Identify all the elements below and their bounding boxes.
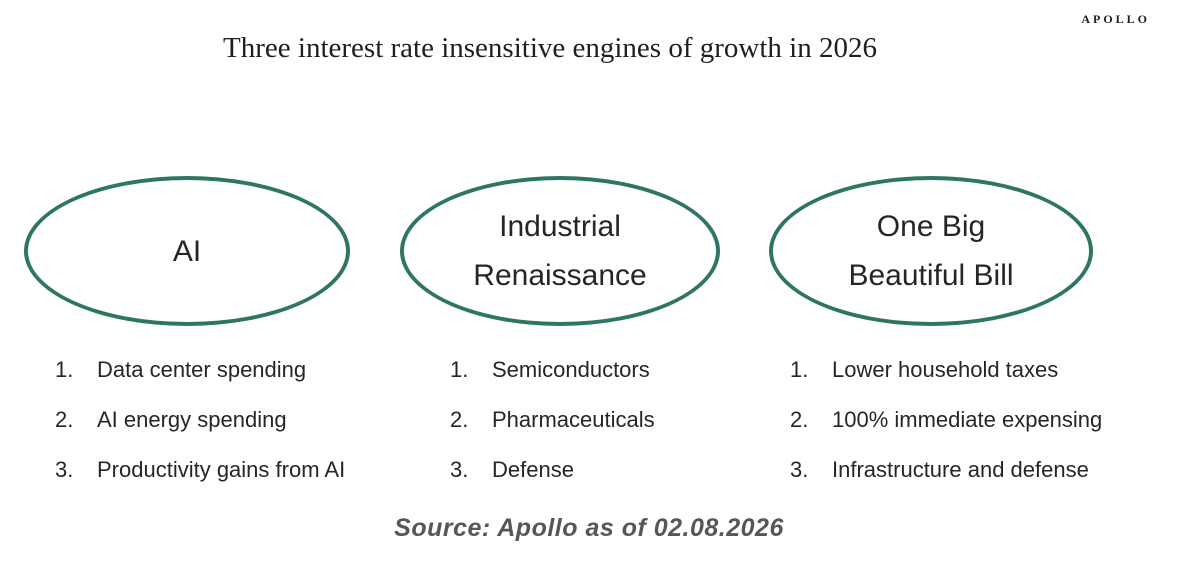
source-note: Source: Apollo as of 02.08.2026	[394, 514, 784, 542]
list-item-text: Pharmaceuticals	[492, 407, 655, 432]
ellipse-industrial-renaissance: Industrial Renaissance	[400, 176, 720, 326]
ellipse-industrial-renaissance-label-line: Industrial	[499, 210, 621, 243]
ellipse-ai-label-line: AI	[172, 234, 202, 268]
list-item: 1. Lower household taxes	[790, 345, 1170, 395]
list-item: 2. Pharmaceuticals	[450, 395, 750, 445]
list-item-number: 3.	[450, 457, 469, 482]
list-ai: 1. Data center spending 2. AI energy spe…	[55, 345, 405, 495]
list-item: 1. Data center spending	[55, 345, 405, 395]
list-item-number: 1.	[450, 357, 469, 382]
list-item-number: 1.	[790, 357, 809, 382]
list-item-number: 2.	[450, 407, 469, 432]
list-item-number: 2.	[55, 407, 74, 432]
list-item-number: 1.	[55, 357, 74, 382]
ellipse-industrial-renaissance-label-line: Renaissance	[473, 259, 647, 292]
ellipse-one-big-beautiful-bill: One Big Beautiful Bill	[769, 176, 1093, 326]
list-item: 1. Semiconductors	[450, 345, 750, 395]
ellipse-ai-label: AI	[173, 227, 201, 276]
list-item-text: Infrastructure and defense	[832, 457, 1089, 482]
list-item-number: 2.	[790, 407, 809, 432]
list-item-text: Productivity gains from AI	[97, 457, 346, 482]
apollo-logo: APOLLO	[1081, 12, 1150, 26]
list-item: 2. 100% immediate expensing	[790, 395, 1170, 445]
list-one-big-beautiful-bill: 1. Lower household taxes 2. 100% immedia…	[790, 345, 1170, 495]
list-item-text: Lower household taxes	[832, 357, 1059, 382]
ellipse-industrial-renaissance-label: Industrial Renaissance	[473, 202, 646, 300]
list-item-text: Data center spending	[97, 357, 307, 382]
list-item-number: 3.	[790, 457, 809, 482]
ellipse-one-big-beautiful-bill-label-line: Beautiful Bill	[848, 259, 1014, 292]
list-item-text: Defense	[492, 457, 574, 482]
list-item: 3. Productivity gains from AI	[55, 445, 405, 495]
list-item-text: 100% immediate expensing	[832, 407, 1103, 432]
list-item: 3. Infrastructure and defense	[790, 445, 1170, 495]
list-item: 2. AI energy spending	[55, 395, 405, 445]
page-title: Three interest rate insensitive engines …	[223, 32, 877, 64]
list-item: 3. Defense	[450, 445, 750, 495]
ellipse-one-big-beautiful-bill-label-line: One Big	[876, 210, 986, 243]
list-industrial-renaissance: 1. Semiconductors 2. Pharmaceuticals 3. …	[450, 345, 750, 495]
list-item-text: AI energy spending	[97, 407, 287, 432]
list-item-number: 3.	[55, 457, 74, 482]
ellipse-ai: AI	[24, 176, 350, 326]
ellipse-one-big-beautiful-bill-label: One Big Beautiful Bill	[848, 202, 1013, 300]
list-item-text: Semiconductors	[492, 357, 650, 382]
